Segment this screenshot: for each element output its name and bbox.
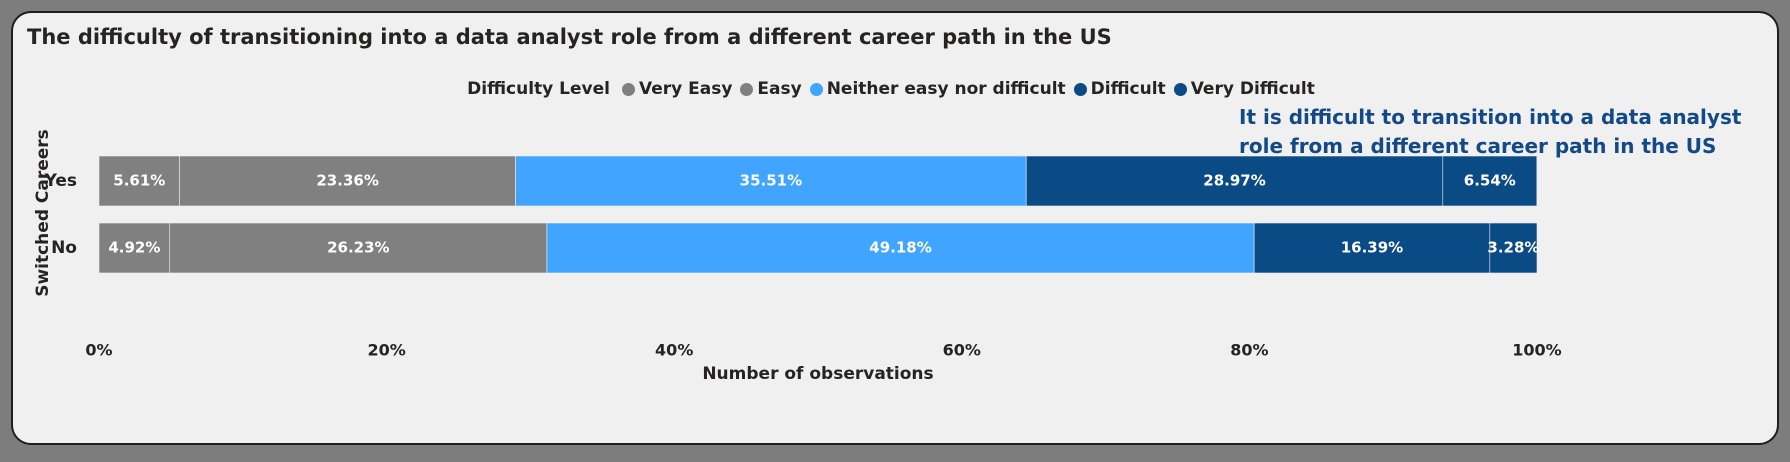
chart-title: The difficulty of transitioning into a d…	[27, 25, 1112, 49]
category-label-no: No	[51, 238, 77, 258]
data-label-no-easy: 26.23%	[327, 239, 389, 257]
bar-no-difficult	[1253, 222, 1491, 274]
bar-yes-neither	[515, 155, 1027, 207]
legend: Difficulty Level Very Easy Easy Neither …	[13, 77, 1777, 101]
legend-label-difficult: Difficult	[1090, 79, 1166, 99]
data-label-no-neither: 49.18%	[869, 239, 931, 257]
legend-item-neither[interactable]: Neither easy nor difficult	[809, 79, 1066, 99]
data-label-no-difficult: 16.39%	[1341, 239, 1403, 257]
bar-yes-very-easy	[98, 155, 180, 207]
y-axis-title: Switched Careers	[33, 129, 53, 297]
data-label-no-very-difficult: 3.28%	[1487, 239, 1539, 257]
legend-label-easy: Easy	[757, 79, 802, 99]
legend-item-easy[interactable]: Easy	[740, 79, 802, 99]
legend-item-difficult[interactable]: Difficult	[1073, 79, 1166, 99]
category-label-yes: Yes	[44, 171, 77, 191]
legend-dot-very-difficult	[1173, 82, 1187, 96]
legend-dot-difficult	[1073, 82, 1087, 96]
legend-dot-easy	[740, 82, 754, 96]
chart-card: The difficulty of transitioning into a d…	[11, 11, 1779, 445]
x-tick-label: 40%	[655, 341, 693, 360]
legend-title: Difficulty Level	[467, 79, 610, 99]
legend-item-very-difficult[interactable]: Very Difficult	[1173, 79, 1315, 99]
x-tick-label: 80%	[1230, 341, 1268, 360]
legend-label-very-difficult: Very Difficult	[1190, 79, 1315, 99]
legend-label-neither: Neither easy nor difficult	[826, 79, 1066, 99]
chart-annotation: It is difficult to transition into a dat…	[1239, 105, 1742, 158]
bar-yes-easy	[179, 155, 516, 207]
legend-dot-neither	[809, 82, 823, 96]
legend-item-very-easy[interactable]: Very Easy	[621, 79, 733, 99]
data-label-no-very-easy: 4.92%	[108, 239, 160, 257]
x-tick-label: 0%	[85, 341, 112, 360]
x-tick-label: 60%	[943, 341, 981, 360]
bar-no-very-difficult	[1489, 222, 1538, 274]
bar-yes-difficult	[1025, 155, 1444, 207]
bar-no-easy	[169, 222, 548, 274]
x-tick-label: 20%	[367, 341, 405, 360]
data-label-yes-neither: 35.51%	[740, 172, 802, 190]
data-label-yes-difficult: 28.97%	[1203, 172, 1265, 190]
data-label-yes-easy: 23.36%	[316, 172, 378, 190]
data-label-yes-very-difficult: 6.54%	[1464, 172, 1516, 190]
bar-yes-very-difficult	[1442, 155, 1538, 207]
legend-label-very-easy: Very Easy	[638, 79, 733, 99]
bar-no-very-easy	[98, 222, 171, 274]
x-axis-title: Number of observations	[702, 364, 933, 384]
data-label-yes-very-easy: 5.61%	[113, 172, 165, 190]
legend-dot-very-easy	[621, 82, 635, 96]
bar-no-neither	[546, 222, 1255, 274]
x-tick-label: 100%	[1512, 341, 1561, 360]
